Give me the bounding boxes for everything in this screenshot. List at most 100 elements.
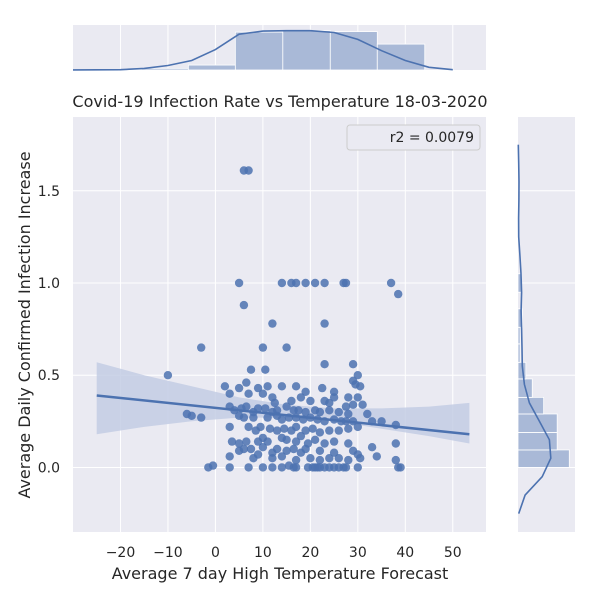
scatter-point (386, 278, 396, 288)
scatter-point (258, 463, 268, 472)
scatter-point (377, 417, 386, 426)
right-histogram-bar (517, 308, 523, 328)
scatter-point (296, 393, 306, 402)
scatter-point (253, 404, 263, 413)
scatter-point (353, 393, 362, 402)
scatter-point (268, 463, 277, 472)
scatter-point (301, 426, 310, 435)
scatter-point (291, 463, 301, 472)
scatter-point (263, 437, 272, 446)
x-tick-label: 10 (254, 545, 272, 561)
regression-confidence-band (96, 362, 470, 444)
scatter-point (263, 413, 272, 422)
scatter-point (396, 463, 405, 472)
scatter-point (261, 365, 270, 374)
scatter-point (334, 426, 343, 435)
scatter-point (242, 402, 251, 411)
scatter-point (197, 413, 206, 422)
scatter-point (329, 448, 339, 457)
scatter-point (225, 389, 234, 398)
scatter-point (244, 166, 253, 175)
right-marginal-background (518, 117, 575, 532)
scatter-point (277, 382, 287, 391)
scatter-point (315, 446, 325, 455)
scatter-point (277, 415, 287, 424)
x-tick-label: 50 (444, 545, 462, 561)
scatter-point (344, 424, 353, 433)
scatter-point (325, 398, 334, 408)
y-axis-label: Average Daily Confirmed Infection Increa… (15, 151, 34, 498)
scatter-point (282, 343, 291, 352)
top-histogram-bar (376, 43, 426, 71)
scatter-point (291, 455, 301, 465)
scatter-point (277, 463, 287, 472)
scatter-point (301, 278, 310, 288)
scatter-point (301, 387, 310, 396)
scatter-point (242, 437, 251, 446)
scatter-point (282, 402, 291, 411)
scatter-point (367, 443, 377, 452)
scatter-points (163, 166, 405, 472)
x-axis-ticks: −20 −10 0 10 20 30 40 50 (106, 545, 462, 561)
x-tick-label: −10 (153, 545, 183, 561)
scatter-point (320, 319, 329, 328)
scatter-point (289, 444, 298, 454)
scatter-point (334, 407, 343, 417)
scatter-point (315, 455, 325, 465)
scatter-point (197, 343, 206, 352)
scatter-point (268, 319, 277, 328)
scatter-point (253, 450, 263, 459)
scatter-point (258, 443, 268, 452)
y-tick-label: 0.5 (38, 368, 60, 384)
scatter-point (225, 452, 234, 461)
x-tick-label: −20 (106, 545, 136, 561)
scatter-point (348, 360, 358, 369)
scatter-point (234, 439, 244, 448)
scatter-point (320, 360, 329, 369)
scatter-point (329, 393, 339, 402)
scatter-point (341, 402, 351, 411)
right-marginal-kde-curve (517, 144, 552, 514)
scatter-point (325, 426, 334, 435)
x-tick-label: 20 (301, 545, 319, 561)
x-tick-label: 40 (396, 545, 414, 561)
scatter-point (320, 439, 329, 448)
scatter-point (256, 422, 265, 432)
top-histogram-bar (282, 30, 331, 71)
scatter-point (356, 382, 365, 391)
chart-title: Covid-19 Infection Rate vs Temperature 1… (72, 92, 487, 111)
right-histogram-bar (517, 431, 558, 451)
scatter-point (391, 455, 400, 465)
scatter-point (344, 393, 353, 402)
scatter-point (234, 278, 244, 288)
scatter-point (334, 454, 343, 463)
right-histogram-bar (517, 449, 570, 468)
scatter-point (363, 409, 372, 419)
scatter-point (294, 406, 303, 415)
scatter-point (306, 396, 315, 406)
scatter-point (220, 382, 230, 391)
scatter-point (234, 383, 244, 393)
scatter-point (261, 404, 270, 413)
scatter-point (341, 463, 351, 472)
scatter-point (296, 431, 306, 441)
scatter-point (225, 463, 234, 472)
scatter-point (291, 382, 301, 391)
scatter-point (258, 389, 268, 398)
scatter-point (315, 428, 325, 437)
scatter-point (344, 409, 353, 419)
scatter-point (246, 365, 256, 374)
scatter-point (239, 413, 249, 422)
scatter-point (263, 382, 272, 391)
scatter-point (280, 424, 289, 433)
top-marginal-kde-curve (72, 29, 453, 71)
scatter-point (244, 389, 253, 398)
y-axis-ticks: 0.0 0.5 1.0 1.5 (38, 184, 60, 477)
scatter-point (344, 439, 353, 448)
scatter-point (358, 400, 367, 409)
scatter-point (341, 278, 351, 288)
scatter-point (277, 278, 287, 288)
scatter-point (391, 439, 400, 448)
scatter-point (353, 463, 362, 472)
